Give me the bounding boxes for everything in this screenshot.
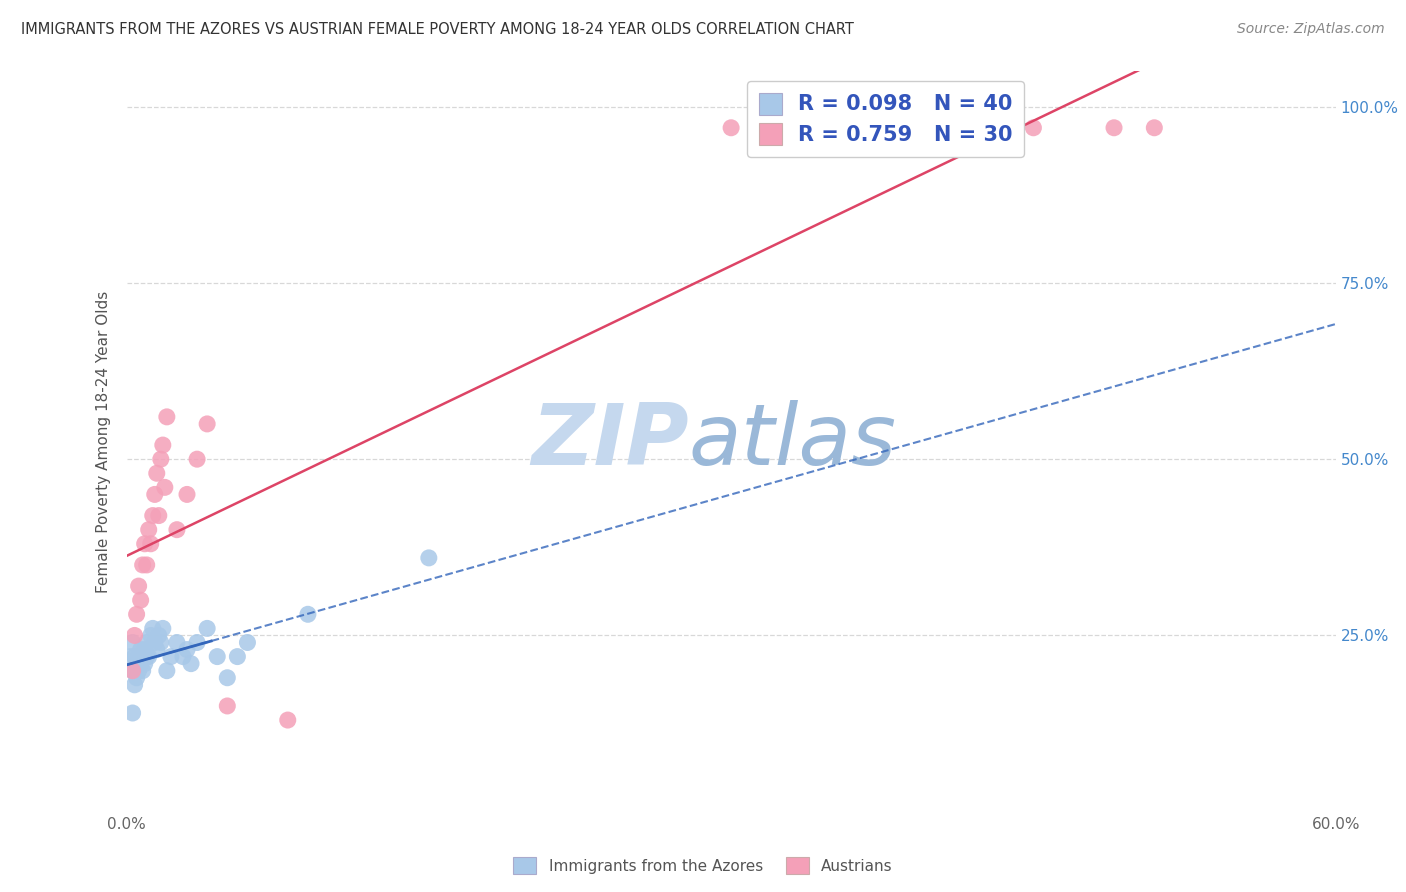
Point — [176, 642, 198, 657]
Point — [166, 523, 188, 537]
Point — [135, 558, 157, 572]
Point — [143, 635, 166, 649]
Point — [129, 593, 152, 607]
Y-axis label: Female Poverty Among 18-24 Year Olds: Female Poverty Among 18-24 Year Olds — [96, 291, 111, 592]
Point — [153, 480, 176, 494]
Point — [172, 649, 194, 664]
Point — [131, 664, 153, 678]
Point — [146, 642, 169, 657]
Point — [720, 120, 742, 135]
Point — [135, 635, 157, 649]
Legend: Immigrants from the Azores, Austrians: Immigrants from the Azores, Austrians — [508, 851, 898, 880]
Point — [139, 537, 162, 551]
Point — [882, 120, 904, 135]
Point — [962, 120, 984, 135]
Point — [217, 671, 239, 685]
Point — [1022, 120, 1045, 135]
Point — [152, 438, 174, 452]
Point — [125, 657, 148, 671]
Point — [180, 657, 202, 671]
Point — [226, 649, 249, 664]
Point — [138, 649, 160, 664]
Point — [149, 452, 172, 467]
Point — [120, 649, 142, 664]
Point — [139, 628, 162, 642]
Point — [156, 664, 179, 678]
Point — [128, 649, 150, 664]
Point — [205, 649, 228, 664]
Point — [121, 664, 143, 678]
Point — [128, 579, 150, 593]
Point — [134, 537, 156, 551]
Point — [186, 452, 208, 467]
Point — [124, 628, 146, 642]
Point — [128, 664, 150, 678]
Point — [142, 621, 165, 635]
Point — [418, 550, 440, 565]
Point — [125, 671, 148, 685]
Point — [277, 713, 299, 727]
Point — [124, 678, 146, 692]
Point — [195, 417, 218, 431]
Point — [131, 649, 153, 664]
Point — [236, 635, 259, 649]
Point — [148, 628, 170, 642]
Point — [146, 467, 169, 481]
Point — [1143, 120, 1166, 135]
Point — [121, 635, 143, 649]
Text: Source: ZipAtlas.com: Source: ZipAtlas.com — [1237, 22, 1385, 37]
Point — [121, 706, 143, 720]
Point — [134, 657, 156, 671]
Point — [1102, 120, 1125, 135]
Point — [176, 487, 198, 501]
Point — [217, 698, 239, 713]
Point — [129, 642, 152, 657]
Point — [152, 621, 174, 635]
Point — [131, 558, 153, 572]
Point — [166, 635, 188, 649]
Point — [121, 664, 143, 678]
Point — [129, 657, 152, 671]
Text: IMMIGRANTS FROM THE AZORES VS AUSTRIAN FEMALE POVERTY AMONG 18-24 YEAR OLDS CORR: IMMIGRANTS FROM THE AZORES VS AUSTRIAN F… — [21, 22, 853, 37]
Text: ZIP: ZIP — [531, 400, 689, 483]
Point — [138, 523, 160, 537]
Point — [195, 621, 218, 635]
Point — [148, 508, 170, 523]
Point — [186, 635, 208, 649]
Legend: R = 0.098   N = 40, R = 0.759   N = 30: R = 0.098 N = 40, R = 0.759 N = 30 — [747, 81, 1024, 157]
Point — [149, 635, 172, 649]
Point — [135, 649, 157, 664]
Point — [142, 508, 165, 523]
Point — [156, 409, 179, 424]
Point — [134, 642, 156, 657]
Point — [297, 607, 319, 622]
Text: atlas: atlas — [689, 400, 897, 483]
Point — [124, 649, 146, 664]
Point — [143, 487, 166, 501]
Point — [160, 649, 183, 664]
Point — [125, 607, 148, 622]
